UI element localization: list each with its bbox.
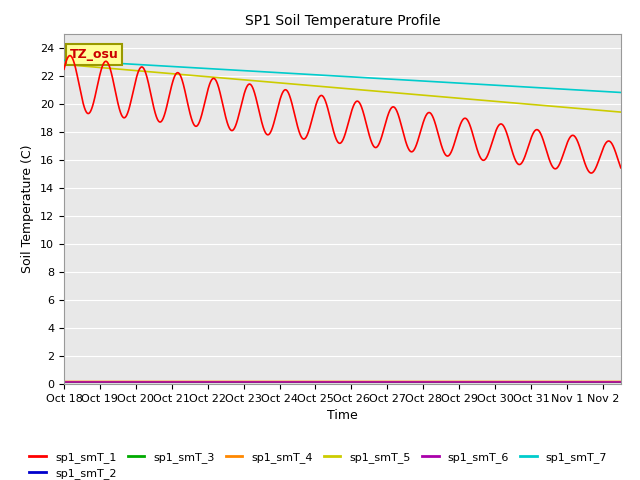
X-axis label: Time: Time [327,409,358,422]
Title: SP1 Soil Temperature Profile: SP1 Soil Temperature Profile [244,14,440,28]
Legend: sp1_smT_1, sp1_smT_2, sp1_smT_3, sp1_smT_4, sp1_smT_5, sp1_smT_6, sp1_smT_7: sp1_smT_1, sp1_smT_2, sp1_smT_3, sp1_smT… [25,447,611,480]
Y-axis label: Soil Temperature (C): Soil Temperature (C) [22,144,35,273]
Text: TZ_osu: TZ_osu [70,48,118,61]
